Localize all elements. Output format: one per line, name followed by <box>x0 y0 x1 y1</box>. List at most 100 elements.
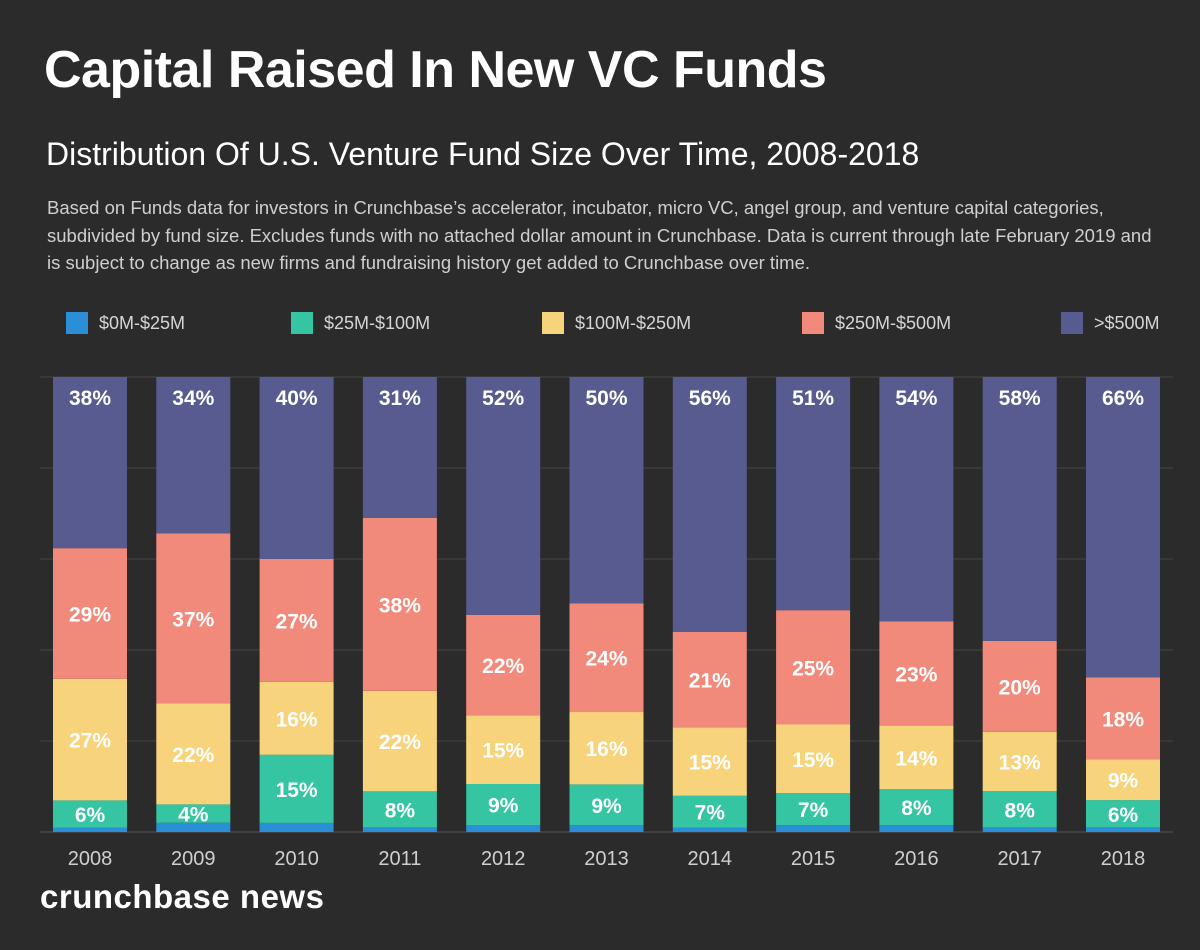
bar-segment <box>569 603 644 713</box>
bar-segment <box>156 533 231 704</box>
bar-segment <box>982 640 1057 732</box>
bar-segment <box>879 789 954 826</box>
x-tick-label: 2011 <box>378 848 421 870</box>
bar-segment <box>776 793 851 826</box>
data-label: 7% <box>798 799 829 822</box>
brand-logo: crunchbase news <box>40 878 325 915</box>
bar-segment <box>569 377 644 604</box>
legend-item-0-25m: $0M-$25M <box>66 311 185 335</box>
bar-segment <box>362 791 437 828</box>
legend-item-100-250m: $100M-$250M <box>542 311 691 335</box>
bar-segment <box>982 791 1057 828</box>
data-label: 18% <box>1102 708 1144 731</box>
data-label: 50% <box>585 387 627 410</box>
data-label: 38% <box>69 387 111 410</box>
bar-segment <box>569 825 644 832</box>
data-label: 51% <box>792 387 834 410</box>
bar-segment <box>879 621 954 726</box>
legend-item-500m-plus: >$500M <box>1061 311 1160 335</box>
chart-subtitle: Distribution Of U.S. Venture Fund Size O… <box>46 136 920 172</box>
data-label: 20% <box>999 676 1041 699</box>
data-label: 22% <box>172 744 214 767</box>
chart-description: Based on Funds data for investors in Cru… <box>47 197 1152 273</box>
data-label: 15% <box>482 740 524 763</box>
x-axis-ticks: 2008 2009 2010 2011 2012 2013 2014 2015 2016 2017… <box>68 848 1146 870</box>
bar-segment <box>879 377 954 622</box>
data-label: 52% <box>482 387 524 410</box>
bar-segment <box>879 725 954 789</box>
data-label: 13% <box>999 752 1041 775</box>
legend-label: $0M-$25M <box>99 312 186 333</box>
data-label: 22% <box>482 655 524 678</box>
data-label: 24% <box>585 648 627 671</box>
data-label: 4% <box>178 804 209 827</box>
x-tick-label: 2014 <box>688 848 733 870</box>
legend-label: $100M-$250M <box>575 312 692 333</box>
x-tick-label: 2016 <box>894 848 939 870</box>
data-label: 40% <box>276 387 318 410</box>
data-label: 8% <box>901 797 932 820</box>
data-labels: 6% 27% 29% 38% 4% 22% 37% 34% 15% 16% 27% 40% 8% 22% 3… <box>69 387 1144 827</box>
x-tick-label: 2015 <box>791 848 836 870</box>
bar-segment <box>776 724 851 794</box>
bar-segment <box>156 822 231 832</box>
bar-segment <box>1086 377 1160 678</box>
data-label: 9% <box>488 795 519 818</box>
bar-segment <box>982 827 1057 832</box>
x-tick-label: 2009 <box>171 848 216 870</box>
data-label: 25% <box>792 657 834 680</box>
legend-item-250-500m: $250M-$500M <box>802 311 951 335</box>
bar-segment <box>1086 827 1160 832</box>
x-tick-label: 2008 <box>68 848 113 870</box>
bar-segment <box>362 691 437 792</box>
legend-item-25-100m: $25M-$100M <box>291 311 430 335</box>
bar-segment <box>776 377 851 611</box>
bar-segment <box>156 703 231 805</box>
data-label: 34% <box>172 387 214 410</box>
data-label: 37% <box>172 608 214 631</box>
bar-segment <box>53 678 127 801</box>
data-label: 6% <box>75 804 106 827</box>
bar-segment <box>982 731 1057 791</box>
bar-segment <box>259 754 334 823</box>
legend-label: $250M-$500M <box>835 312 952 333</box>
data-label: 8% <box>1005 799 1036 822</box>
legend-swatch <box>1061 312 1083 334</box>
bar-segment <box>156 804 231 823</box>
bar-segment <box>259 681 334 755</box>
bar-segment <box>466 784 541 826</box>
bars <box>53 377 1160 832</box>
bar-segment <box>982 377 1057 641</box>
bar-segment <box>672 795 747 828</box>
legend-swatch <box>66 312 88 334</box>
data-label: 8% <box>385 799 416 822</box>
bar-segment <box>466 614 541 716</box>
bar-segment <box>776 825 851 832</box>
bar-segment <box>569 712 644 785</box>
legend-swatch <box>542 312 564 334</box>
bar-segment <box>466 377 541 615</box>
data-label: 27% <box>69 730 111 753</box>
bar-segment <box>672 377 747 632</box>
data-label: 56% <box>689 387 731 410</box>
bar-segment <box>53 548 127 679</box>
bar-segment <box>362 377 437 518</box>
bar-segment <box>362 518 437 691</box>
legend-swatch <box>291 312 313 334</box>
chart-title: Capital Raised In New VC Funds <box>44 41 827 99</box>
x-tick-label: 2017 <box>997 848 1042 870</box>
bar-segment <box>53 827 127 832</box>
bar-segment <box>156 377 231 534</box>
bar-segment <box>672 827 747 832</box>
legend-label: $25M-$100M <box>324 312 431 333</box>
data-label: 14% <box>895 747 937 770</box>
x-tick-label: 2010 <box>274 848 319 870</box>
data-label: 54% <box>895 387 937 410</box>
bar-segment <box>53 377 127 549</box>
bar-segment <box>259 822 334 832</box>
data-label: 29% <box>69 604 111 627</box>
bar-segment <box>776 610 851 725</box>
data-label: 9% <box>591 795 622 818</box>
bar-segment <box>879 825 954 832</box>
bar-segment <box>672 631 747 728</box>
